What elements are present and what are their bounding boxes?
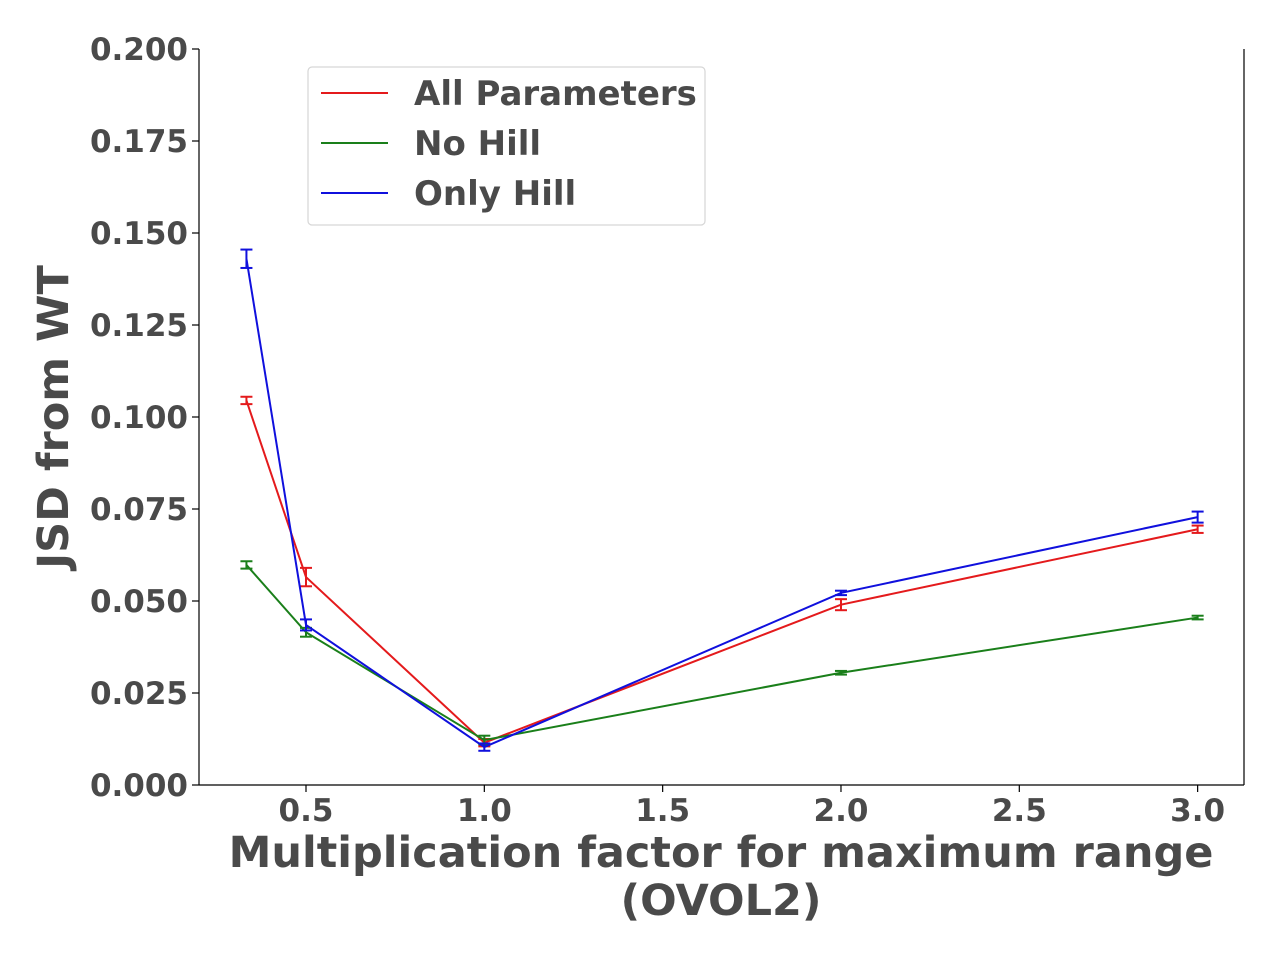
legend-label: Only Hill bbox=[414, 174, 576, 214]
x-axis-title-line-2: (OVOL2) bbox=[620, 876, 821, 926]
series-line bbox=[245, 400, 1198, 744]
y-tick-label: 0.175 bbox=[90, 124, 188, 160]
y-tick-label: 0.100 bbox=[90, 400, 188, 436]
y-tick-label: 0.200 bbox=[90, 32, 188, 68]
x-tick-label: 0.5 bbox=[279, 793, 334, 829]
series-layer bbox=[240, 248, 1204, 752]
error-bar bbox=[299, 618, 312, 632]
legend-item: All Parameters bbox=[321, 74, 697, 114]
error-bar bbox=[1191, 524, 1204, 534]
series-line bbox=[245, 564, 1198, 742]
x-tick-label: 3.0 bbox=[1170, 793, 1225, 829]
error-bar bbox=[240, 248, 253, 269]
legend-item: No Hill bbox=[321, 124, 541, 164]
legend-frame bbox=[307, 66, 706, 226]
series-line bbox=[245, 258, 1198, 749]
ticks-layer: 0.000 0.025 0.050 0.075 0.100 0.125 0.150 0.175… bbox=[90, 32, 1225, 829]
error-bar bbox=[299, 566, 312, 588]
series-no-hill bbox=[240, 560, 1204, 746]
y-tick-label: 0.025 bbox=[90, 676, 188, 712]
legend-item: Only Hill bbox=[321, 174, 576, 214]
error-bar bbox=[834, 669, 847, 676]
y-tick-label: 0.050 bbox=[90, 584, 188, 620]
x-tick-label: 1.5 bbox=[635, 793, 690, 829]
error-bar bbox=[1191, 510, 1204, 524]
error-bar bbox=[240, 395, 253, 406]
legend-label: All Parameters bbox=[414, 74, 697, 114]
x-tick-label: 2.5 bbox=[992, 793, 1047, 829]
series-only-hill bbox=[240, 248, 1204, 752]
x-tick-label: 1.0 bbox=[457, 793, 512, 829]
y-axis-title: JSD from WT bbox=[29, 265, 79, 572]
y-tick-label: 0.000 bbox=[90, 768, 188, 804]
y-tick-label: 0.125 bbox=[90, 308, 188, 344]
error-bar bbox=[834, 589, 847, 597]
legend-label: No Hill bbox=[414, 124, 541, 164]
error-bar bbox=[478, 742, 491, 752]
series-all-parameters bbox=[240, 395, 1204, 748]
x-tick-label: 2.0 bbox=[814, 793, 869, 829]
y-tick-label: 0.150 bbox=[90, 216, 188, 252]
error-bar bbox=[834, 598, 847, 612]
legend: All Parameters No Hill Only Hill bbox=[307, 66, 706, 226]
x-axis-title-line-1: Multiplication factor for maximum range bbox=[229, 828, 1214, 878]
error-bar bbox=[1191, 614, 1204, 621]
y-tick-label: 0.075 bbox=[90, 492, 188, 528]
error-bar bbox=[240, 560, 253, 570]
